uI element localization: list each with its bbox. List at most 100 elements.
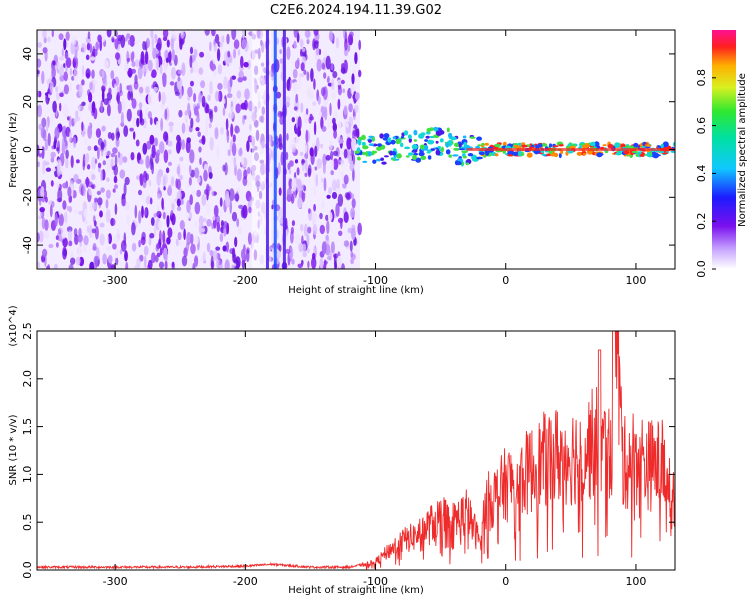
snr-panel: -300 -200 -100 0 100 0.0 0.5 1.0 1.5 2.0 2.5 Heigh… bbox=[8, 305, 676, 596]
noise-blob bbox=[175, 91, 180, 97]
noise-blob bbox=[333, 129, 337, 139]
noise-blob bbox=[176, 166, 180, 175]
noise-blob bbox=[321, 200, 325, 209]
noise-blob bbox=[209, 41, 212, 52]
noise-blob bbox=[225, 193, 231, 208]
ridge-blob bbox=[581, 144, 589, 149]
noise-blob bbox=[292, 81, 298, 94]
noise-blob bbox=[131, 61, 136, 67]
noise-blob bbox=[337, 193, 344, 207]
noise-blob bbox=[171, 261, 175, 268]
noise-blob bbox=[168, 121, 174, 127]
noise-blob bbox=[352, 116, 357, 121]
noise-blob bbox=[156, 242, 161, 250]
noise-blob bbox=[178, 137, 182, 151]
ridge-blob bbox=[367, 151, 373, 157]
noise-blob bbox=[149, 232, 155, 239]
noise-blob bbox=[313, 78, 316, 90]
noise-blob bbox=[216, 48, 221, 62]
noise-blob bbox=[190, 68, 193, 74]
ridge-blob bbox=[400, 135, 404, 139]
noise-blob bbox=[159, 247, 163, 256]
noise-blob bbox=[179, 220, 185, 230]
ridge-blob bbox=[371, 150, 375, 156]
ridge-blob bbox=[413, 129, 418, 136]
noise-blob bbox=[38, 153, 42, 158]
noise-blob bbox=[205, 51, 211, 62]
noise-blob bbox=[61, 143, 66, 155]
noise-blob bbox=[121, 198, 127, 207]
ridge-blob bbox=[462, 155, 467, 159]
noise-blob bbox=[113, 175, 118, 184]
noise-blob bbox=[124, 64, 129, 72]
noise-blob bbox=[176, 198, 181, 207]
noise-blob bbox=[130, 52, 134, 63]
noise-blob bbox=[49, 204, 53, 218]
noise-blob bbox=[208, 172, 213, 179]
noise-blob bbox=[319, 224, 325, 235]
noise-blob bbox=[240, 102, 247, 110]
ridge-blob bbox=[392, 136, 397, 140]
noise-blob bbox=[65, 57, 72, 69]
noise-blob bbox=[290, 79, 293, 85]
ridge-blob bbox=[553, 152, 559, 158]
noise-blob bbox=[351, 193, 355, 200]
noise-blob bbox=[355, 129, 359, 139]
noise-blob bbox=[215, 34, 220, 44]
noise-blob bbox=[299, 73, 305, 78]
noise-blob bbox=[231, 142, 237, 156]
noise-blob bbox=[66, 205, 70, 212]
noise-blob bbox=[207, 108, 213, 115]
noise-blob bbox=[300, 223, 304, 232]
noise-blob bbox=[114, 184, 118, 189]
noise-blob bbox=[295, 93, 299, 104]
noise-blob bbox=[167, 161, 173, 166]
noise-blob bbox=[291, 117, 295, 123]
noise-blob bbox=[88, 186, 93, 196]
noise-blob bbox=[86, 225, 90, 234]
noise-blob bbox=[278, 142, 283, 150]
y-tick-label: 2.0 bbox=[21, 370, 34, 388]
noise-blob bbox=[154, 254, 159, 263]
noise-blob bbox=[149, 197, 153, 205]
noise-blob bbox=[247, 167, 251, 174]
noise-blob bbox=[332, 122, 337, 132]
noise-blob bbox=[351, 137, 357, 151]
noise-blob bbox=[58, 208, 62, 216]
noise-blob bbox=[42, 30, 47, 39]
noise-blob bbox=[194, 235, 199, 245]
noise-blob bbox=[58, 33, 64, 41]
ridge-blob bbox=[407, 134, 412, 139]
noise-blob bbox=[241, 30, 246, 39]
noise-blob bbox=[162, 72, 167, 83]
ridge-blob bbox=[383, 133, 390, 139]
ridge-blob bbox=[502, 141, 507, 147]
ridge-blob bbox=[362, 145, 369, 150]
noise-blob bbox=[297, 128, 302, 137]
noise-blob bbox=[291, 258, 295, 265]
noise-blob bbox=[199, 157, 202, 165]
noise-blob bbox=[50, 180, 54, 187]
noise-blob bbox=[350, 207, 356, 219]
noise-blob bbox=[77, 233, 83, 243]
ridge-blob bbox=[447, 139, 453, 146]
noise-blob bbox=[78, 210, 83, 215]
noise-blob bbox=[293, 30, 298, 38]
ridge-blob bbox=[361, 151, 366, 156]
noise-blob bbox=[316, 58, 322, 72]
noise-blob bbox=[190, 243, 196, 255]
noise-blob bbox=[44, 161, 50, 166]
noise-blob bbox=[87, 31, 91, 40]
noise-blob bbox=[50, 81, 54, 94]
noise-blob bbox=[194, 201, 201, 215]
noise-blob bbox=[314, 145, 318, 157]
noise-blob bbox=[305, 144, 308, 153]
noise-blob bbox=[85, 176, 89, 188]
noise-blob bbox=[60, 227, 67, 240]
y-tick-label: 2.5 bbox=[21, 322, 34, 340]
noise-blob bbox=[285, 248, 291, 254]
noise-blob bbox=[91, 101, 96, 114]
noise-blob bbox=[248, 206, 252, 214]
noise-blob bbox=[327, 118, 332, 129]
noise-blob bbox=[330, 150, 334, 161]
